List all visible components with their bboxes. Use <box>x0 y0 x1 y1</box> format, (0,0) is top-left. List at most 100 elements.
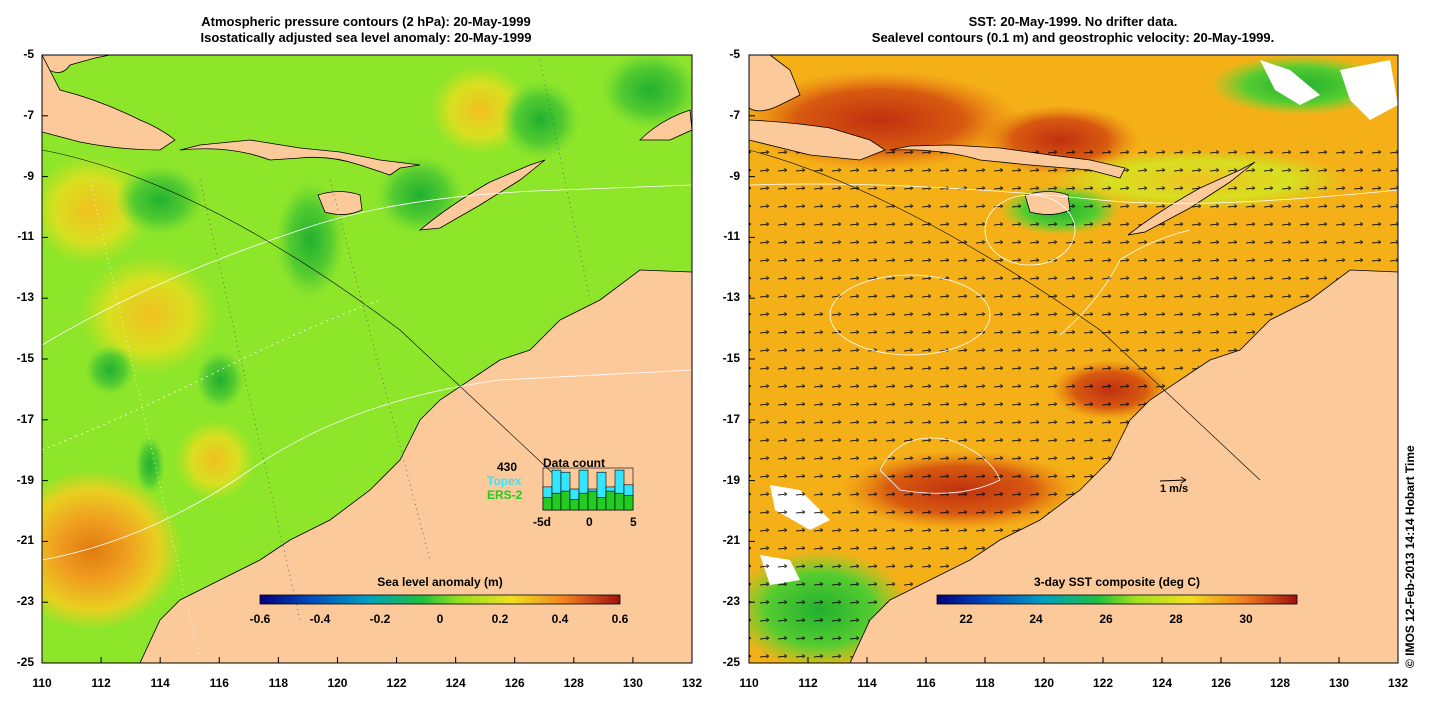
data-count-xtick: -5d <box>533 515 551 529</box>
y-tick-label: -7 <box>23 107 34 122</box>
data-count-xtick: 5 <box>630 515 637 529</box>
left-anomaly-low <box>135 435 165 495</box>
colorbar-tick-label: 28 <box>1169 612 1183 626</box>
right-cloud-gap <box>1340 60 1398 120</box>
right-sealevel-contour <box>1059 229 1191 336</box>
left-track-line <box>329 179 431 561</box>
x-tick-label: 124 <box>1151 676 1173 690</box>
y-tick-label: -21 <box>722 533 740 548</box>
right-title-line2: Sealevel contours (0.1 m) and geostrophi… <box>871 30 1275 45</box>
y-tick-label: -5 <box>729 47 740 61</box>
y-tick-label: -17 <box>16 411 34 426</box>
legend-series-topex: Topex <box>487 474 522 488</box>
left-map <box>42 55 692 663</box>
right-colorbar <box>936 594 1298 605</box>
right-map <box>749 55 1398 663</box>
x-tick-label: 114 <box>857 676 877 690</box>
left-anomaly-patch <box>80 255 220 375</box>
colorbar-tick-label: -0.4 <box>309 612 331 626</box>
left-land-lesser-sunda <box>179 139 421 176</box>
left-colorbar <box>259 594 621 605</box>
left-anomaly-high <box>42 470 182 630</box>
left-pressure-contour <box>42 184 692 346</box>
left-title-line2: Isostatically adjusted sea level anomaly… <box>200 30 532 45</box>
right-land-australia <box>849 269 1398 663</box>
histogram-bar-ers2 <box>551 492 562 511</box>
y-tick-label: -19 <box>722 472 740 487</box>
histogram-bar-ers2 <box>542 497 553 511</box>
y-tick-label: -15 <box>16 351 34 365</box>
y-tick-label: -11 <box>17 229 34 244</box>
x-tick-label: 118 <box>975 676 995 690</box>
colorbar-tick-label: 30 <box>1239 612 1253 626</box>
data-count-title: Data count <box>543 456 606 470</box>
left-anomaly-low <box>500 80 580 160</box>
right-land-java <box>749 119 886 161</box>
x-tick-label: 110 <box>739 676 759 690</box>
right-sealevel-contour <box>829 274 991 356</box>
left-land-sumba <box>317 191 363 215</box>
colorbar-tick-label: 0 <box>436 612 444 626</box>
colorbar-tick-label: 26 <box>1099 612 1113 626</box>
data-count-xtick: 0 <box>586 515 593 529</box>
right-land-sumba <box>1024 191 1071 215</box>
colorbar-tick-label: 0.6 <box>611 612 629 626</box>
x-tick-label: 130 <box>1328 676 1350 690</box>
colorbar-tick-label: -0.6 <box>249 612 271 626</box>
histogram-bar-ers2 <box>560 490 571 511</box>
x-tick-label: 128 <box>1269 676 1291 690</box>
x-tick-label: 120 <box>1033 676 1055 690</box>
left-title-line1: Atmospheric pressure contours (2 hPa): 2… <box>201 14 531 29</box>
y-tick-label: -25 <box>16 655 34 669</box>
x-tick-label: 122 <box>386 676 407 690</box>
x-tick-label: 132 <box>1387 676 1409 690</box>
left-track-line <box>42 299 381 451</box>
y-tick-label: -19 <box>16 472 34 487</box>
y-tick-label: -23 <box>722 594 740 609</box>
y-tick-label: -13 <box>16 290 34 305</box>
y-tick-label: -7 <box>729 107 740 122</box>
y-tick-label: -11 <box>723 229 740 244</box>
left-track-line <box>89 179 201 661</box>
left-land-timor <box>418 159 546 231</box>
x-tick-label: 128 <box>563 676 584 690</box>
colorbar-tick-label: 0.2 <box>491 612 509 626</box>
histogram-bar-ers2 <box>569 499 580 511</box>
x-tick-label: 110 <box>32 676 52 690</box>
right-title-line1: SST: 20-May-1999. No drifter data. <box>968 14 1178 29</box>
x-tick-label: 126 <box>1210 676 1232 690</box>
x-tick-label: 120 <box>327 676 348 690</box>
data-count-max: 430 <box>497 460 518 474</box>
y-tick-label: -9 <box>23 168 34 183</box>
x-tick-label: 126 <box>504 676 525 690</box>
x-tick-label: 124 <box>445 676 466 690</box>
y-tick-label: -21 <box>16 533 34 548</box>
axis-tick-marks <box>41 54 1399 664</box>
data-count-histogram <box>542 467 634 511</box>
right-sealevel-contour <box>984 194 1076 266</box>
right-land-java-north <box>749 55 801 112</box>
right-colorbar-label: 3-day SST composite (deg C) <box>1033 575 1201 589</box>
x-tick-label: 114 <box>150 676 170 690</box>
credit-text: © IMOS 12-Feb-2013 14:14 Hobart Time <box>1403 445 1417 668</box>
histogram-bar-ers2 <box>605 490 616 511</box>
y-tick-label: -9 <box>729 168 740 183</box>
velocity-scale-arrow <box>1159 476 1187 484</box>
right-bathymetry <box>749 149 1261 481</box>
y-tick-label: -5 <box>23 47 34 61</box>
y-tick-label: -23 <box>16 594 34 609</box>
x-tick-label: 118 <box>268 676 289 690</box>
right-cloud-gap <box>1260 60 1320 105</box>
histogram-bar-ers2 <box>596 497 607 511</box>
left-land-australia <box>139 269 692 663</box>
histogram-bar-ers2 <box>614 492 625 511</box>
x-tick-label: 116 <box>209 676 229 690</box>
x-tick-label: 116 <box>916 676 936 690</box>
left-track-line <box>539 59 591 301</box>
left-bathymetry <box>42 149 561 481</box>
x-tick-label: 130 <box>622 676 643 690</box>
colorbar-tick-label: -0.2 <box>369 612 391 626</box>
left-anomaly-low <box>195 350 245 410</box>
histogram-bar-ers2 <box>623 494 634 511</box>
